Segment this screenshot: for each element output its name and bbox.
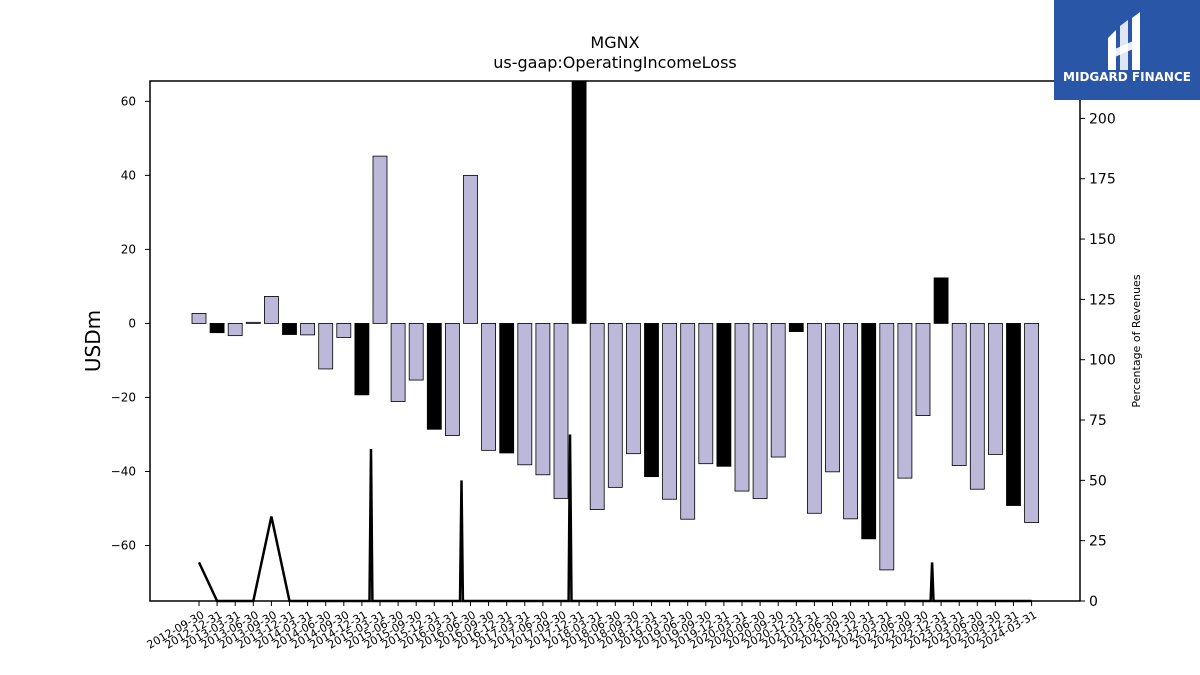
bar bbox=[607, 323, 623, 488]
bar bbox=[843, 323, 858, 520]
bar bbox=[227, 323, 243, 337]
bar bbox=[752, 323, 768, 499]
bar bbox=[716, 323, 732, 467]
y-tick-label: 40 bbox=[121, 168, 136, 182]
y-tick-label: −60 bbox=[111, 538, 136, 552]
y-tick-label: −20 bbox=[111, 390, 136, 404]
bar bbox=[933, 277, 949, 324]
y-tick-label: 0 bbox=[128, 316, 136, 330]
y2-tick-label: 175 bbox=[1089, 172, 1116, 188]
bar bbox=[372, 155, 388, 324]
bar bbox=[263, 296, 279, 324]
y2-tick-label: 75 bbox=[1089, 413, 1107, 429]
bar bbox=[807, 323, 822, 514]
chart-title: MGNX bbox=[590, 33, 639, 52]
bar bbox=[680, 323, 696, 520]
bar bbox=[499, 323, 515, 454]
y2-tick-label: 150 bbox=[1089, 232, 1116, 248]
y-tick-label: −40 bbox=[111, 464, 136, 478]
brand-name: MIDGARD FINANCE bbox=[1063, 70, 1191, 84]
plot-frame bbox=[149, 80, 1081, 602]
bar bbox=[770, 323, 786, 458]
bar bbox=[1006, 323, 1021, 506]
y2-axis-label: Percentage of Revenues bbox=[1130, 274, 1143, 407]
y2-tick-label: 100 bbox=[1089, 353, 1116, 369]
y2-tick-label: 50 bbox=[1089, 473, 1107, 489]
bar bbox=[245, 321, 261, 324]
bar bbox=[662, 323, 677, 500]
y-axis-label: USDm bbox=[81, 310, 105, 372]
bar bbox=[734, 323, 750, 492]
bar bbox=[1024, 323, 1039, 523]
bar bbox=[951, 323, 967, 466]
bar bbox=[336, 323, 352, 338]
bar bbox=[191, 313, 207, 324]
bar bbox=[897, 323, 913, 479]
bar bbox=[300, 323, 316, 336]
bar bbox=[426, 323, 442, 430]
bar bbox=[861, 323, 877, 540]
y2-tick-label: 200 bbox=[1089, 111, 1116, 127]
bar bbox=[825, 323, 840, 473]
bar bbox=[644, 323, 659, 478]
bar bbox=[626, 323, 641, 455]
bar bbox=[318, 323, 334, 370]
y2-tick-label: 125 bbox=[1089, 292, 1116, 308]
bar bbox=[535, 323, 551, 476]
y2-tick-label: 25 bbox=[1089, 534, 1107, 550]
bar bbox=[879, 323, 895, 571]
y2-tick-label: 0 bbox=[1089, 594, 1098, 610]
bar bbox=[390, 323, 406, 402]
axes: −60−40−200204060025507510012515017520020… bbox=[111, 94, 1116, 651]
bar bbox=[969, 323, 985, 490]
bar bbox=[915, 323, 931, 416]
chart-subtitle: us-gaap:OperatingIncomeLoss bbox=[493, 53, 737, 72]
bar bbox=[408, 323, 424, 381]
bar bbox=[589, 323, 605, 510]
bar bbox=[553, 323, 569, 499]
bars bbox=[191, 80, 1039, 571]
bar bbox=[209, 323, 225, 334]
bar bbox=[282, 323, 297, 335]
bar bbox=[444, 323, 460, 436]
bar bbox=[988, 323, 1003, 455]
y-tick-label: 60 bbox=[121, 94, 136, 108]
brand-logo: MIDGARD FINANCE bbox=[1054, 0, 1200, 100]
bar bbox=[571, 80, 587, 324]
bar bbox=[481, 323, 497, 451]
logo-mark-icon bbox=[1108, 12, 1140, 70]
bar bbox=[354, 323, 370, 396]
bar bbox=[517, 323, 533, 466]
y-tick-label: 20 bbox=[121, 242, 136, 256]
bar bbox=[463, 174, 478, 324]
bar bbox=[698, 323, 714, 465]
bar bbox=[788, 323, 804, 332]
